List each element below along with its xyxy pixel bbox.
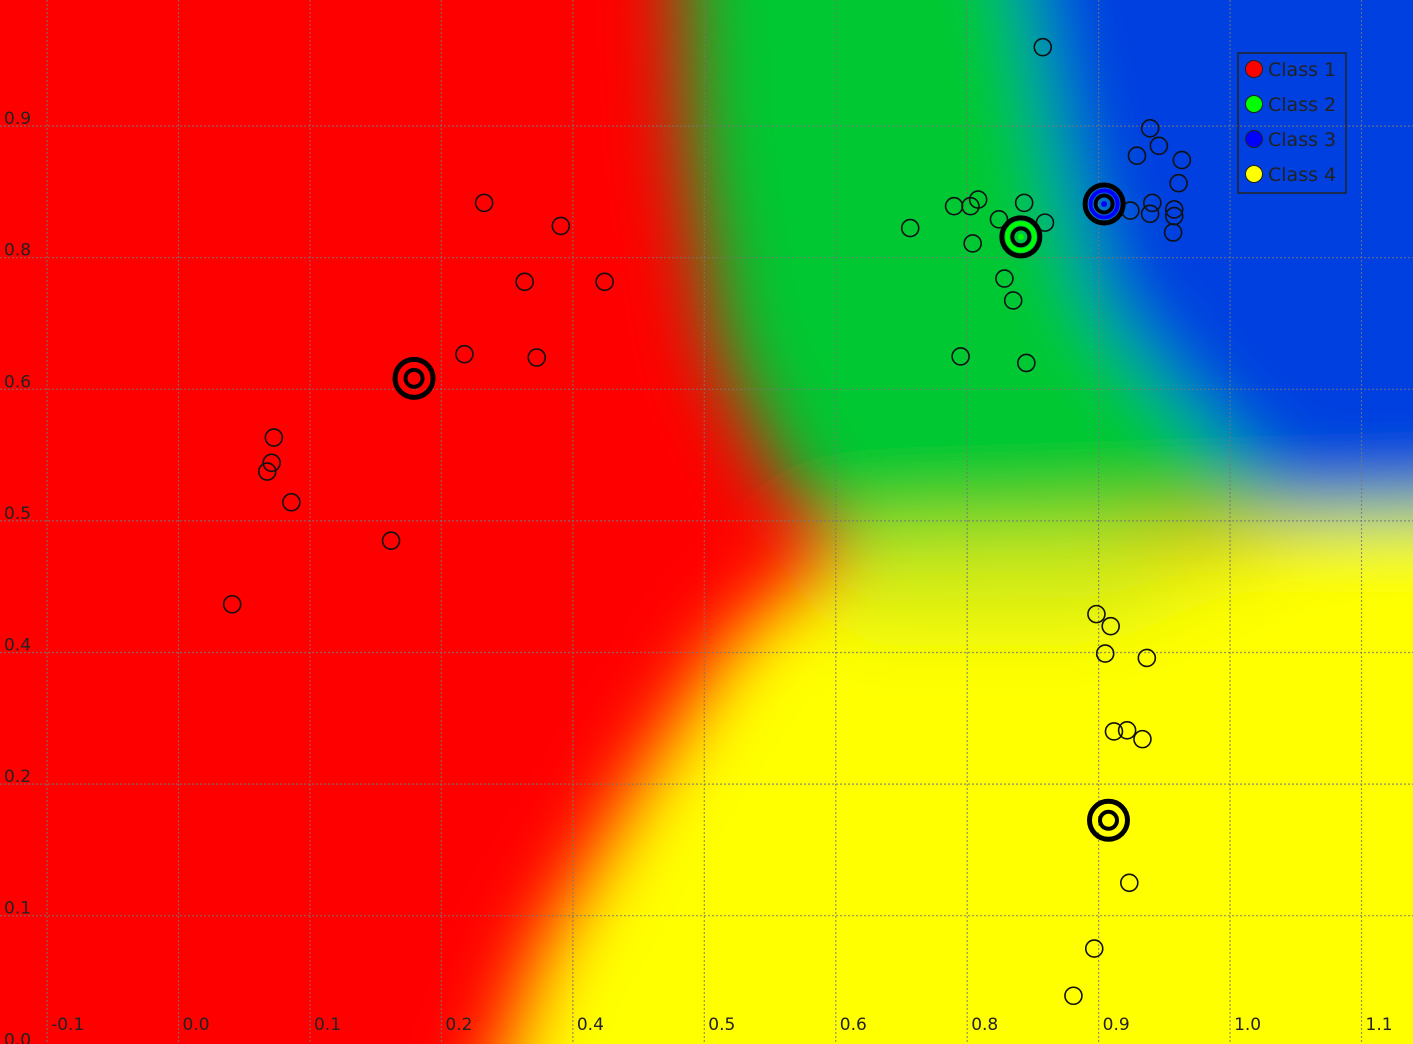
center-dot xyxy=(1017,233,1024,240)
data-point xyxy=(1169,173,1188,193)
data-point xyxy=(1120,873,1139,893)
y-tick-label: 0.8 xyxy=(4,241,31,261)
data-point xyxy=(381,531,401,550)
y-tick-label: 0.5 xyxy=(4,504,31,524)
center-dot xyxy=(1101,200,1108,207)
tick-labels: -0.1 0.0 0.1 0.2 0.4 0.5 0.6 0.8 0.9 1.0 1.1 0.0 0.1… xyxy=(4,109,1393,1044)
data-point xyxy=(1084,939,1104,958)
data-point xyxy=(257,462,277,481)
legend-label: Class 4 xyxy=(1268,164,1336,186)
data-point xyxy=(474,193,494,213)
class-center xyxy=(1086,798,1130,842)
x-tick-label: 0.6 xyxy=(840,1015,867,1035)
data-point xyxy=(1104,722,1124,741)
center-outer xyxy=(999,215,1043,259)
data-point xyxy=(995,269,1014,288)
legend-label: Class 2 xyxy=(1268,94,1336,116)
data-point xyxy=(1033,37,1053,57)
data-point xyxy=(1117,721,1137,740)
data-point xyxy=(951,347,970,366)
data-point xyxy=(1064,986,1083,1006)
data-point xyxy=(963,234,982,253)
data-point xyxy=(1003,291,1023,310)
data-point xyxy=(222,594,242,614)
center-dot xyxy=(411,375,418,382)
data-point xyxy=(1095,644,1115,663)
legend-swatch xyxy=(1245,130,1263,148)
class-center xyxy=(392,356,436,400)
center-inner xyxy=(1097,809,1119,831)
class-center xyxy=(1082,182,1126,226)
data-point xyxy=(900,218,920,238)
legend: Class 1 Class 2 Class 3 Class 4 xyxy=(1237,52,1347,194)
data-point xyxy=(1163,223,1183,242)
data-point xyxy=(515,272,534,292)
center-inner xyxy=(1010,226,1032,248)
x-tick-label: 0.0 xyxy=(183,1015,210,1035)
center-outer xyxy=(1082,182,1126,226)
data-point xyxy=(989,210,1009,229)
center-ring xyxy=(398,362,430,394)
data-point xyxy=(282,492,301,512)
center-inner xyxy=(1093,193,1115,215)
data-point xyxy=(551,216,571,236)
y-tick-label: 0.2 xyxy=(4,767,31,787)
data-point xyxy=(595,272,614,292)
data-point xyxy=(968,190,988,209)
y-tick-label: 0.4 xyxy=(4,636,31,656)
legend-label: Class 3 xyxy=(1268,129,1336,151)
data-point xyxy=(1127,146,1147,166)
data-point xyxy=(1133,729,1152,749)
data-point xyxy=(1149,136,1169,156)
data-point xyxy=(1014,193,1034,213)
data-point xyxy=(527,348,547,367)
x-tick-label: 0.8 xyxy=(971,1015,998,1035)
data-point xyxy=(1101,616,1120,636)
data-point xyxy=(455,344,474,364)
center-dot xyxy=(1105,817,1112,824)
center-ring xyxy=(1088,188,1120,220)
legend-label: Class 1 xyxy=(1268,59,1336,81)
data-point xyxy=(1143,193,1162,213)
legend-swatch xyxy=(1245,165,1263,183)
x-tick-label: 0.5 xyxy=(708,1015,735,1035)
center-outer xyxy=(392,356,436,400)
y-tick-label: 0.1 xyxy=(4,899,31,919)
center-ring xyxy=(1005,221,1037,253)
data-point xyxy=(1172,150,1192,170)
y-tick-label: 0.0 xyxy=(4,1030,31,1044)
center-ring xyxy=(1092,804,1124,836)
x-tick-label: -0.1 xyxy=(51,1015,84,1035)
center-outer xyxy=(1086,798,1130,842)
data-point xyxy=(1137,648,1157,668)
x-tick-label: 1.1 xyxy=(1366,1015,1393,1035)
legend-swatch xyxy=(1245,95,1263,113)
data-point xyxy=(1140,119,1160,138)
data-point xyxy=(1017,353,1036,373)
y-tick-label: 0.6 xyxy=(4,372,31,392)
y-tick-label: 0.9 xyxy=(4,109,31,129)
x-tick-label: 0.4 xyxy=(577,1015,604,1035)
x-tick-label: 1.0 xyxy=(1234,1015,1261,1035)
x-tick-label: 0.1 xyxy=(314,1015,341,1035)
x-tick-label: 0.9 xyxy=(1103,1015,1130,1035)
data-points xyxy=(222,37,1192,1006)
data-point xyxy=(1164,200,1184,219)
class-center xyxy=(999,215,1043,259)
legend-swatch xyxy=(1245,60,1263,78)
data-point xyxy=(1087,604,1106,624)
legend-box xyxy=(1237,52,1347,194)
center-inner xyxy=(403,367,425,389)
data-point xyxy=(262,453,281,473)
data-point xyxy=(264,428,284,447)
x-tick-label: 0.2 xyxy=(445,1015,472,1035)
data-point xyxy=(1140,204,1160,224)
